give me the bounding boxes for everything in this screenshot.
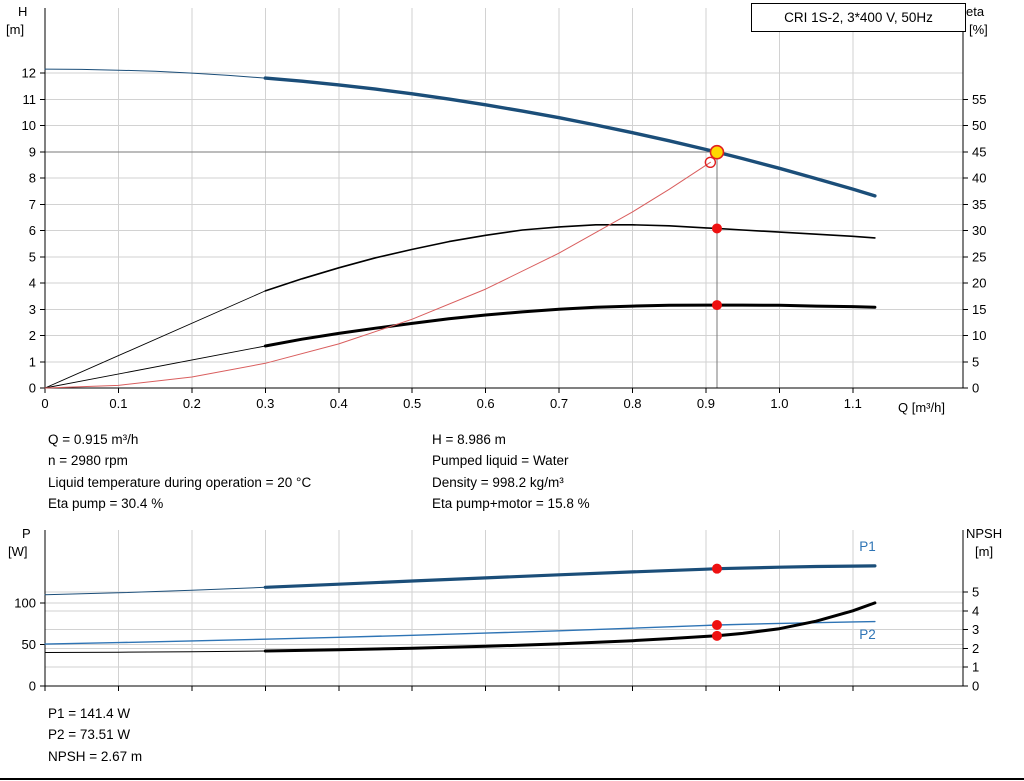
duty-request-ring bbox=[704, 156, 717, 169]
eta-pump-motor-curve bbox=[263, 303, 877, 348]
p2-curve bbox=[44, 620, 876, 645]
y-left-tick-label: 9 bbox=[29, 144, 36, 159]
y-right-tick-label: 3 bbox=[972, 622, 979, 637]
eta-pump-curve bbox=[264, 224, 876, 292]
info-pumped-liquid: Pumped liquid = Water bbox=[432, 453, 569, 469]
x-tick-label: 0.8 bbox=[623, 396, 641, 411]
y-right-tick-label: 5 bbox=[972, 585, 979, 600]
info-eta-pump-motor: Eta pump+motor = 15.8 % bbox=[432, 496, 590, 512]
duty-parabola bbox=[44, 161, 711, 389]
x-tick-label: 0.1 bbox=[109, 396, 127, 411]
y-right-tick-label: 1 bbox=[972, 660, 979, 675]
duty-info-left-column: Q = 0.915 m³/h n = 2980 rpm Liquid tempe… bbox=[48, 429, 311, 515]
pump-title-box: CRI 1S-2, 3*400 V, 50Hz bbox=[751, 3, 966, 32]
power-info-column: P1 = 141.4 W P2 = 73.51 W NPSH = 2.67 m bbox=[48, 703, 142, 767]
info-speed: n = 2980 rpm bbox=[48, 453, 128, 469]
x-tick-label: 0.2 bbox=[183, 396, 201, 411]
x-tick-label: 0 bbox=[41, 396, 48, 411]
npsh-axis-symbol: NPSH bbox=[966, 526, 1003, 541]
y-right-tick-label: 55 bbox=[972, 92, 986, 107]
y-right-tick-label: 45 bbox=[972, 144, 986, 159]
y-left-tick-label: 8 bbox=[29, 171, 36, 186]
y-right-tick-label: 35 bbox=[972, 197, 986, 212]
q-axis-unit: Q [m³/h] bbox=[898, 400, 945, 415]
eta-pump-duty-dot bbox=[711, 223, 722, 234]
page-bottom-rule bbox=[0, 778, 1024, 780]
x-tick-label: 0.6 bbox=[477, 396, 495, 411]
y-right-tick-label: 2 bbox=[972, 641, 979, 656]
y-left-tick-label: 10 bbox=[22, 118, 36, 133]
info-flow: Q = 0.915 m³/h bbox=[48, 432, 139, 447]
npsh-curve bbox=[263, 601, 877, 653]
y-left-tick-label: 0 bbox=[29, 381, 36, 396]
y-right-tick-label: 50 bbox=[972, 118, 986, 133]
x-tick-label: 0.5 bbox=[403, 396, 421, 411]
eta-axis-symbol: eta bbox=[966, 4, 985, 19]
head-curve bbox=[263, 76, 877, 198]
x-tick-label: 0.9 bbox=[697, 396, 715, 411]
p1-curve bbox=[263, 564, 877, 589]
h-axis-symbol: H bbox=[18, 4, 28, 19]
y-left-tick-label: 0 bbox=[29, 679, 36, 694]
x-tick-label: 1.0 bbox=[770, 396, 788, 411]
eta-axis-unit: [%] bbox=[969, 22, 988, 37]
y-left-tick-label: 4 bbox=[29, 276, 36, 291]
y-left-tick-label: 3 bbox=[29, 302, 36, 317]
y-right-tick-label: 15 bbox=[972, 302, 986, 317]
p1-curve-label: P1 bbox=[859, 539, 876, 554]
y-left-tick-label: 2 bbox=[29, 328, 36, 343]
p2-curve-label: P2 bbox=[859, 627, 876, 642]
eta-pump-motor-curve-lead bbox=[44, 345, 266, 389]
y-right-tick-label: 40 bbox=[972, 171, 986, 186]
duty-info-right-column: H = 8.986 m Pumped liquid = Water Densit… bbox=[432, 429, 590, 515]
y-right-tick-label: 4 bbox=[972, 603, 979, 618]
info-npsh: NPSH = 2.67 m bbox=[48, 748, 143, 764]
eta-pump-motor-duty-dot bbox=[711, 300, 722, 311]
info-head: H = 8.986 m bbox=[432, 432, 506, 447]
y-right-tick-label: 30 bbox=[972, 223, 986, 238]
info-eta-pump: Eta pump = 30.4 % bbox=[48, 496, 164, 512]
y-right-tick-label: 0 bbox=[972, 381, 979, 396]
info-p1: P1 = 141.4 W bbox=[48, 706, 131, 721]
y-left-tick-label: 50 bbox=[22, 637, 36, 652]
p-axis-unit: [W] bbox=[8, 544, 28, 559]
npsh-curve-thin bbox=[44, 650, 266, 653]
x-tick-label: 0.3 bbox=[256, 396, 274, 411]
y-right-tick-label: 5 bbox=[972, 354, 979, 369]
h-axis-unit: [m] bbox=[6, 22, 25, 37]
duty-point[interactable] bbox=[709, 144, 725, 160]
npsh-axis-unit: [m] bbox=[975, 544, 994, 559]
y-right-tick-label: 25 bbox=[972, 249, 986, 264]
p-axis-symbol: P bbox=[22, 526, 31, 541]
p1-curve-thin bbox=[44, 586, 266, 596]
power-npsh-chart: 0 50 100 0 1 2 3 4 5 P1 P2 bbox=[14, 530, 979, 694]
head-curve-thin bbox=[44, 68, 266, 79]
pump-title: CRI 1S-2, 3*400 V, 50Hz bbox=[784, 10, 933, 25]
p1-duty-dot bbox=[711, 563, 722, 574]
p2-duty-dot bbox=[711, 620, 722, 631]
y-right-tick-label: 20 bbox=[972, 276, 986, 291]
info-p2: P2 = 73.51 W bbox=[48, 727, 131, 743]
y-left-tick-label: 5 bbox=[29, 249, 36, 264]
y-left-tick-label: 1 bbox=[29, 354, 36, 369]
x-tick-label: 1.1 bbox=[844, 396, 862, 411]
y-left-tick-label: 11 bbox=[23, 92, 37, 107]
info-density: Density = 998.2 kg/m³ bbox=[432, 474, 564, 490]
y-left-tick-label: 100 bbox=[14, 596, 36, 611]
y-left-tick-label: 7 bbox=[29, 197, 36, 212]
x-tick-label: 0.4 bbox=[330, 396, 348, 411]
y-left-tick-label: 12 bbox=[22, 66, 36, 81]
hq-eta-chart: 0 0.1 0.2 0.3 0.4 0.5 0.6 0.7 0.8 0.9 1.0 1.1012345… bbox=[22, 8, 986, 411]
x-tick-label: 0.7 bbox=[550, 396, 568, 411]
info-liquid-temp: Liquid temperature during operation = 20… bbox=[48, 474, 312, 490]
eta-pump-curve-lead bbox=[44, 290, 266, 389]
y-left-tick-label: 6 bbox=[29, 223, 36, 238]
y-right-tick-label: 10 bbox=[972, 328, 986, 343]
y-right-tick-label: 0 bbox=[972, 679, 979, 694]
npsh-duty-dot bbox=[711, 630, 722, 641]
